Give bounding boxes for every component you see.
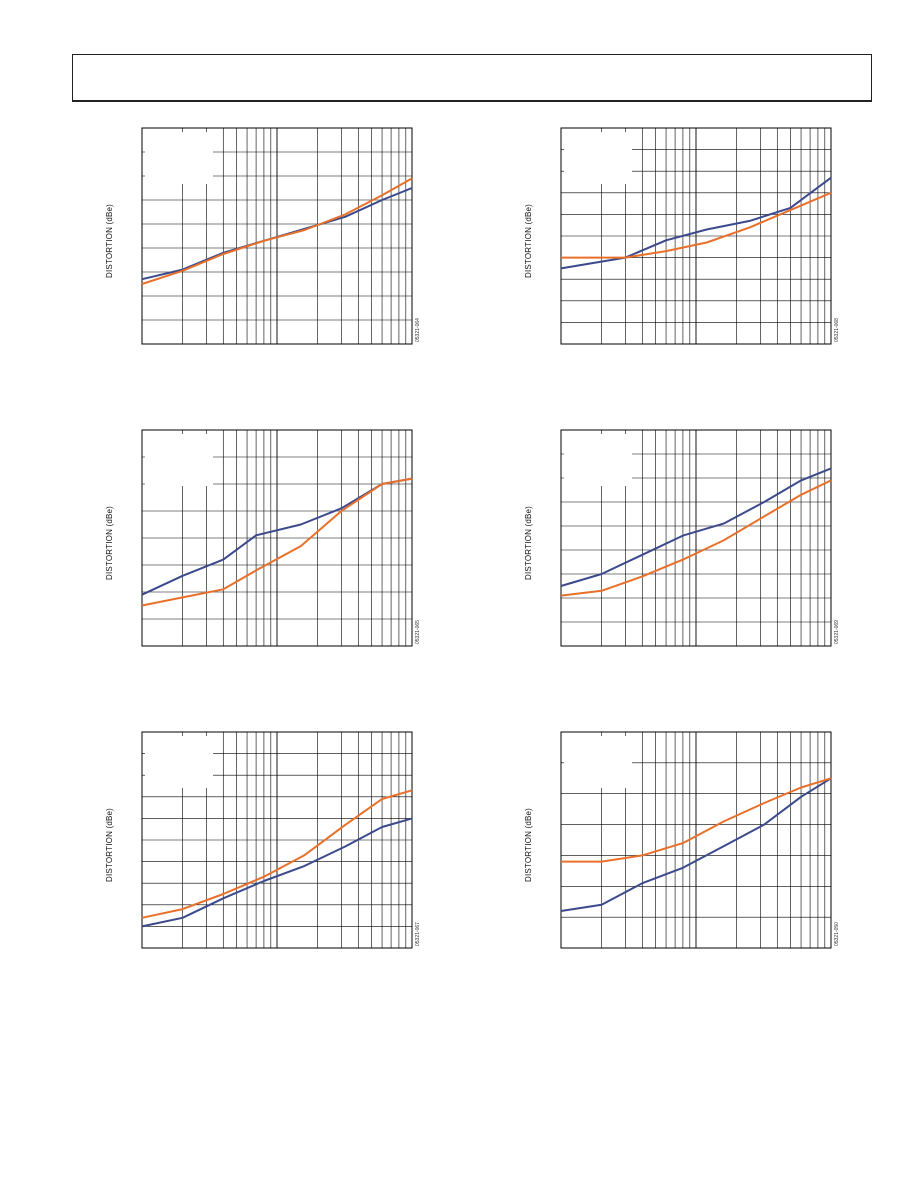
figure-id: 05321-068	[834, 318, 840, 342]
y-axis-label: DISTORTION (dBe)	[524, 505, 533, 580]
plot-frame	[141, 127, 413, 345]
y-axis-label: DISTORTION (dBe)	[524, 807, 533, 882]
plot-frame	[560, 429, 832, 647]
plot-frame	[560, 127, 832, 345]
series-line-2	[141, 177, 413, 285]
chart-plot-area	[560, 731, 832, 949]
plot-frame	[141, 731, 413, 949]
legend-box	[145, 434, 213, 486]
page-header-box	[72, 54, 872, 102]
distortion-chart-6: DISTORTION (dBe) 05321-050	[524, 731, 844, 952]
series-line-2	[141, 477, 413, 607]
figure-id: 05321-069	[834, 620, 840, 644]
distortion-chart-1: DISTORTION (dBe) 05321-064	[105, 127, 425, 348]
y-axis-label: DISTORTION (dBe)	[524, 203, 533, 278]
y-axis-label: DISTORTION (dBe)	[105, 505, 114, 580]
series-line-1	[560, 467, 832, 587]
series-line-1	[141, 817, 413, 928]
legend-box	[564, 132, 632, 184]
series-line-2	[561, 777, 832, 863]
legend-box	[145, 736, 213, 788]
series-line-2	[560, 479, 832, 597]
series-line-2	[561, 191, 832, 259]
y-axis-label: DISTORTION (dBe)	[105, 203, 114, 278]
distortion-chart-2: DISTORTION (dBe) 05321-068	[524, 127, 844, 348]
chart-plot-area	[141, 127, 413, 345]
chart-plot-area	[560, 429, 832, 647]
chart-plot-area	[141, 429, 413, 647]
series-line-2	[141, 789, 413, 919]
legend-box	[564, 736, 632, 788]
chart-plot-area	[560, 127, 832, 345]
series-line-1	[560, 777, 832, 912]
plot-frame	[560, 731, 832, 949]
y-axis-label: DISTORTION (dBe)	[105, 807, 114, 882]
distortion-chart-3: DISTORTION (dBe) 05321-065	[105, 429, 425, 650]
chart-plot-area	[141, 731, 413, 949]
legend-box	[145, 132, 213, 184]
distortion-chart-4: DISTORTION (dBe) 05321-069	[524, 429, 844, 650]
figure-id: 05321-067	[415, 922, 421, 946]
plot-frame	[141, 429, 413, 647]
distortion-chart-5: DISTORTION (dBe) 05321-067	[105, 731, 425, 952]
figure-id: 05321-050	[834, 922, 840, 946]
figure-id: 05321-064	[415, 318, 421, 342]
legend-box	[564, 434, 632, 486]
figure-id: 05321-065	[415, 620, 421, 644]
